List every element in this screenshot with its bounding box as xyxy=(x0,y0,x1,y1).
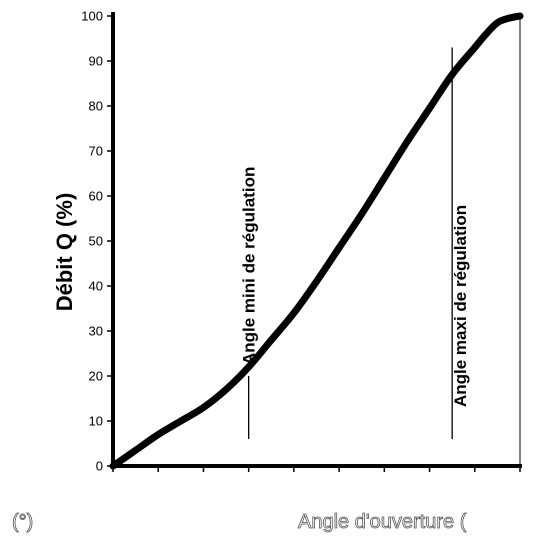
annotations: Angle mini de régulation Angle maxi de ré… xyxy=(240,47,470,439)
x-axis-label: Angle d'ouverture ( xyxy=(298,511,467,533)
y-axis-label: Débit Q (%) xyxy=(52,193,77,312)
x-axis-unit: (°) xyxy=(12,511,33,533)
y-tick-label: 70 xyxy=(89,144,103,159)
y-tick-label: 60 xyxy=(89,189,103,204)
y-tick-label: 80 xyxy=(89,99,103,114)
annotation-label: Angle mini de régulation xyxy=(240,167,259,365)
y-tick-label: 20 xyxy=(89,369,103,384)
y-tick-label: 100 xyxy=(81,9,103,24)
annotation-label: Angle maxi de régulation xyxy=(451,205,470,407)
y-tick-label: 40 xyxy=(89,279,103,294)
y-tick-label: 0 xyxy=(96,459,103,474)
y-tick-label: 10 xyxy=(89,414,103,429)
y-tick-label: 30 xyxy=(89,324,103,339)
y-axis-ticks: 0 10 20 30 40 50 60 70 80 90 100 xyxy=(81,9,113,474)
y-tick-label: 50 xyxy=(89,234,103,249)
y-tick-label: 90 xyxy=(89,54,103,69)
series-line xyxy=(109,12,524,470)
